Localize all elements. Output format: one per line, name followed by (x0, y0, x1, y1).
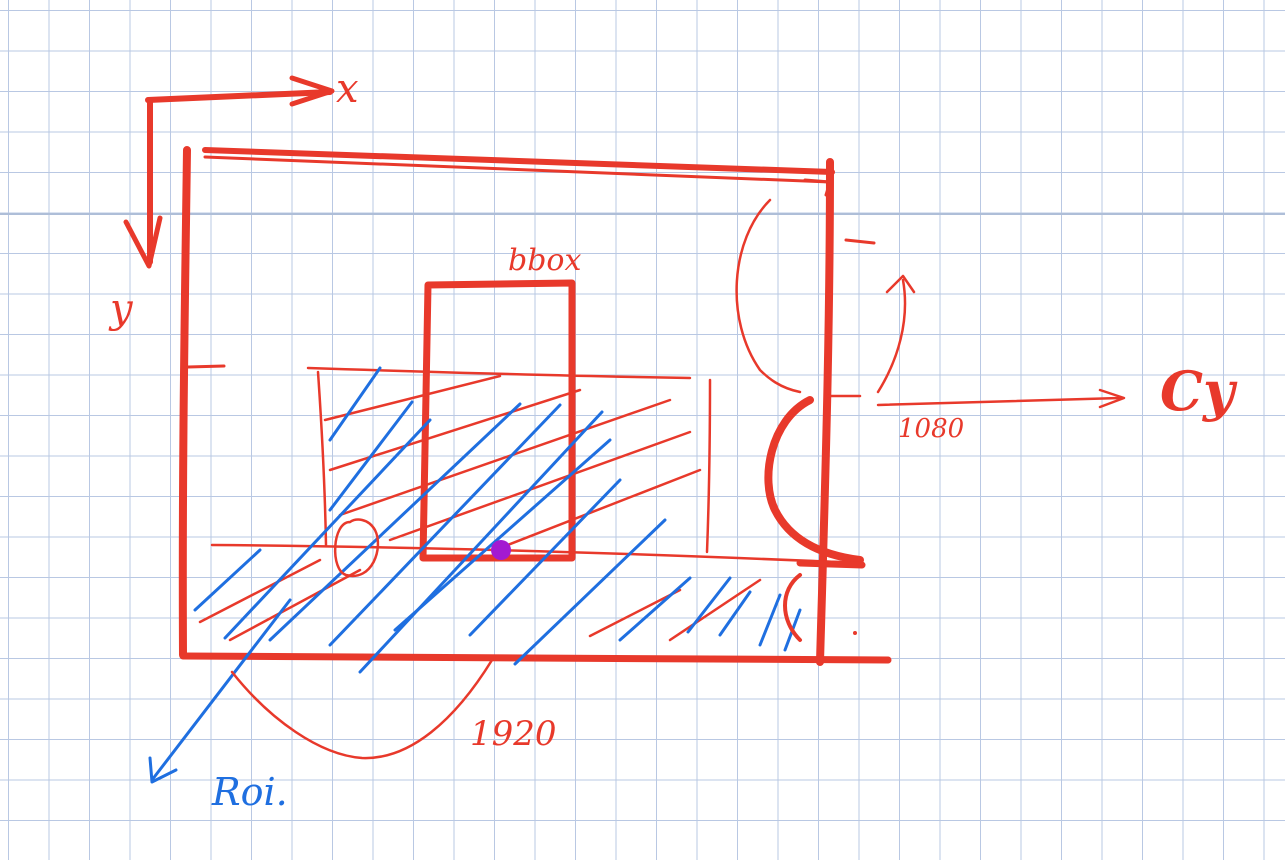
width-brace (230, 658, 494, 760)
stray-dot (853, 631, 857, 635)
roi-arrow-line (150, 598, 292, 782)
roi-red-hatch (198, 374, 762, 642)
height-label: 1080 (898, 414, 964, 444)
x-axis-arrow (145, 89, 333, 103)
roi-blue-hatch (148, 366, 802, 784)
x-arrowhead (289, 75, 335, 107)
bbox-rect (419, 279, 576, 562)
y-axis-label: y (108, 286, 134, 332)
roi-label: Roi. (211, 770, 288, 814)
coordinate-axes (123, 75, 335, 269)
bbox-bottom-center-point (491, 540, 511, 560)
frame-corner-tick (803, 178, 832, 197)
height-bracket (735, 198, 1126, 409)
image-frame (178, 146, 892, 666)
frame-top-edge (202, 147, 835, 175)
bbox-label: bbox (508, 243, 581, 278)
y-arrowhead (123, 215, 163, 269)
cy-label: Cy (1160, 359, 1238, 423)
roi-origin-circle (334, 518, 380, 578)
page-divider (0, 213, 1285, 215)
height-tick-top (844, 238, 876, 245)
frame-left-edge (178, 146, 191, 659)
frame-right-edge (816, 158, 834, 666)
cy-arrow-line (876, 396, 1122, 407)
frame-bottom-edge (179, 652, 892, 664)
cy-curve (764, 396, 866, 642)
left-tick (186, 364, 226, 369)
height-up-arrow (876, 278, 907, 394)
roi-arrowhead (148, 756, 178, 784)
width-label: 1920 (470, 714, 557, 754)
frame-top-edge-redraw (203, 155, 832, 184)
x-axis-label: x (336, 66, 359, 112)
